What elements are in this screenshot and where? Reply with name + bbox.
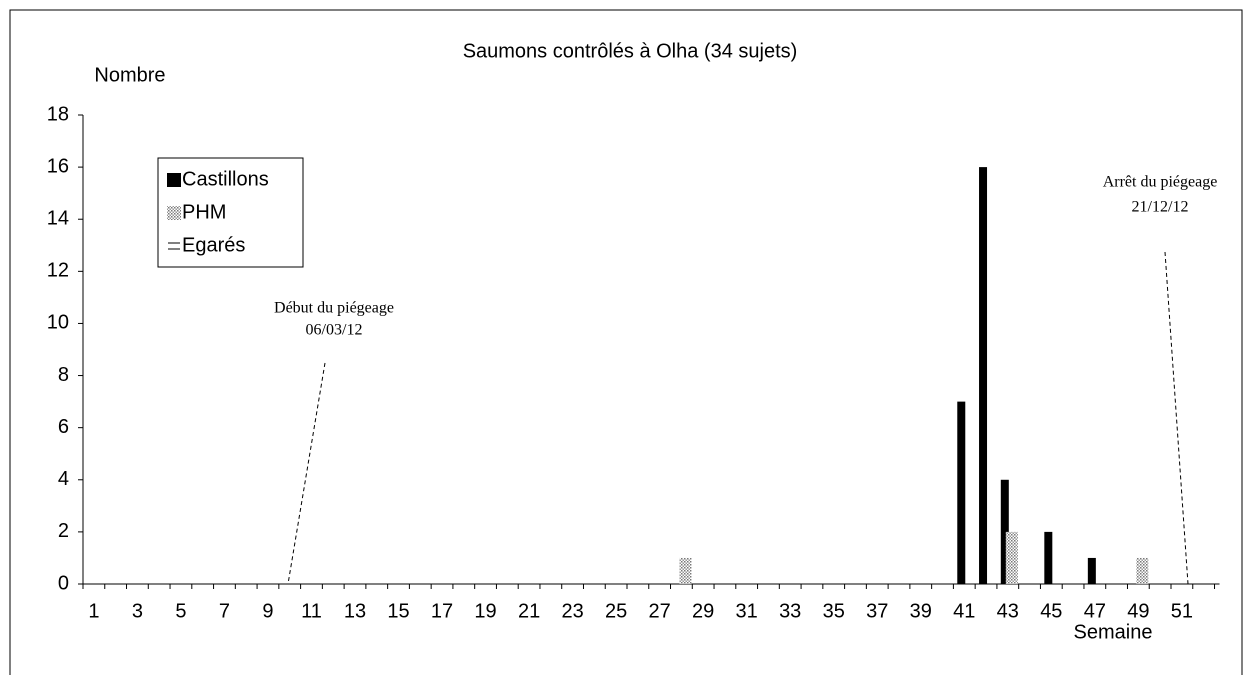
bar xyxy=(679,557,692,584)
bar xyxy=(1000,479,1009,584)
x-tick-label: 37 xyxy=(866,600,888,622)
x-tick-label: 51 xyxy=(1171,600,1193,622)
x-tick-label: 49 xyxy=(1127,600,1149,622)
x-tick-label: 9 xyxy=(262,600,273,622)
annotation-line xyxy=(287,362,326,585)
y-tick-label: 2 xyxy=(58,520,69,542)
annotation-line xyxy=(1164,251,1189,585)
bar xyxy=(1005,531,1018,584)
y-axis-label: Nombre xyxy=(94,64,165,86)
annotation: Arrêt du piégeage xyxy=(1103,174,1218,191)
x-tick-label: 5 xyxy=(175,600,186,622)
x-tick-label: 47 xyxy=(1084,600,1106,622)
x-tick-label: 25 xyxy=(605,600,627,622)
x-tick-label: 19 xyxy=(474,600,496,622)
legend-swatch xyxy=(167,206,181,220)
legend-label: PHM xyxy=(182,201,226,223)
x-tick-label: 33 xyxy=(779,600,801,622)
x-tick-label: 7 xyxy=(219,600,230,622)
y-tick-label: 14 xyxy=(47,208,69,230)
x-tick-label: 31 xyxy=(736,600,758,622)
y-tick-label: 4 xyxy=(58,468,69,490)
bar xyxy=(957,401,966,584)
x-tick-label: 1 xyxy=(88,600,99,622)
bar xyxy=(979,167,988,584)
legend-label: Castillons xyxy=(182,168,269,190)
y-tick-label: 16 xyxy=(47,155,69,177)
frame xyxy=(9,9,1243,675)
legend-box xyxy=(157,157,304,268)
annotation: 06/03/12 xyxy=(306,322,363,339)
x-tick-label: 45 xyxy=(1040,600,1062,622)
legend-swatch xyxy=(167,173,181,187)
x-tick-label: 15 xyxy=(387,600,409,622)
y-tick-label: 0 xyxy=(58,572,69,594)
x-tick-label: 17 xyxy=(431,600,453,622)
x-tick-label: 27 xyxy=(649,600,671,622)
bar xyxy=(1044,531,1053,584)
y-tick-label: 8 xyxy=(58,364,69,386)
x-tick-label: 11 xyxy=(301,600,322,622)
x-tick-label: 35 xyxy=(823,600,845,622)
y-tick-label: 10 xyxy=(47,312,69,334)
bar xyxy=(1136,557,1149,584)
bar xyxy=(1087,557,1096,584)
y-tick-label: 12 xyxy=(47,260,69,282)
y-tick-label: 18 xyxy=(47,103,69,125)
x-tick-label: 39 xyxy=(910,600,932,622)
y-tick-label: 6 xyxy=(58,416,69,438)
annotation: 21/12/12 xyxy=(1132,199,1189,216)
legend-label: Egarés xyxy=(182,234,245,256)
x-tick-label: 13 xyxy=(344,600,366,622)
x-tick-label: 41 xyxy=(953,600,975,622)
annotation: Début du piégeage xyxy=(274,300,394,317)
x-tick-label: 23 xyxy=(561,600,583,622)
x-tick-label: 3 xyxy=(132,600,143,622)
chart-title: Saumons contrôlés à Olha (34 sujets) xyxy=(463,40,798,62)
x-tick-label: 21 xyxy=(518,600,540,622)
x-axis-label: Semaine xyxy=(1074,621,1153,643)
x-tick-label: 43 xyxy=(997,600,1019,622)
x-tick-label: 29 xyxy=(692,600,714,622)
